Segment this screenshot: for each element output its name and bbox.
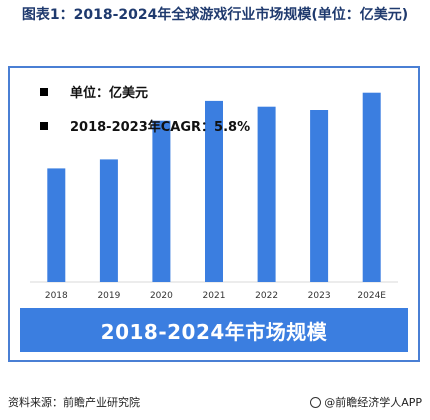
bar-2019	[99, 159, 118, 282]
bar-2020	[152, 120, 171, 282]
bar-2021	[205, 100, 223, 283]
chart-banner: 2018-2024年市场规模	[20, 308, 408, 352]
legend-square-icon	[40, 87, 48, 96]
bar-2024E	[362, 92, 381, 282]
brand-circle-icon	[310, 396, 322, 408]
legend-square-icon	[40, 121, 48, 130]
legend-cagr-text: 2018-2023年CAGR：5.8%	[70, 120, 251, 135]
brand-text: @前瞻经济学人APP	[324, 396, 422, 409]
legend-cagr: 2018-2023年CAGR：5.8%	[40, 116, 250, 135]
legend-unit-text: 单位：亿美元	[70, 86, 149, 101]
x-tick-label: 2023	[308, 291, 331, 301]
x-tick-label: 2021	[203, 291, 226, 301]
chart-frame: 2018 2019 2020 2021 2022 2023 2024E 单位：亿美元 201…	[8, 66, 420, 362]
bar-2023	[310, 110, 329, 282]
x-tick-label: 2018	[45, 291, 68, 301]
bar-2018	[47, 168, 66, 282]
x-tick-label: 2022	[255, 291, 278, 301]
bar-2022	[257, 106, 276, 282]
x-tick-label: 2020	[150, 291, 173, 301]
bar-chart: 2018 2019 2020 2021 2022 2023 2024E	[30, 92, 398, 301]
legend-unit: 单位：亿美元	[40, 82, 148, 101]
chart-title: 图表1：2018-2024年全球游戏行业市场规模(单位：亿美元)	[21, 7, 409, 23]
x-tick-label: 2019	[97, 291, 120, 301]
brand: @前瞻经济学人APP	[310, 394, 422, 410]
x-tick-label: 2024E	[357, 291, 386, 301]
source-text: 资料来源：前瞻产业研究院	[8, 396, 140, 409]
